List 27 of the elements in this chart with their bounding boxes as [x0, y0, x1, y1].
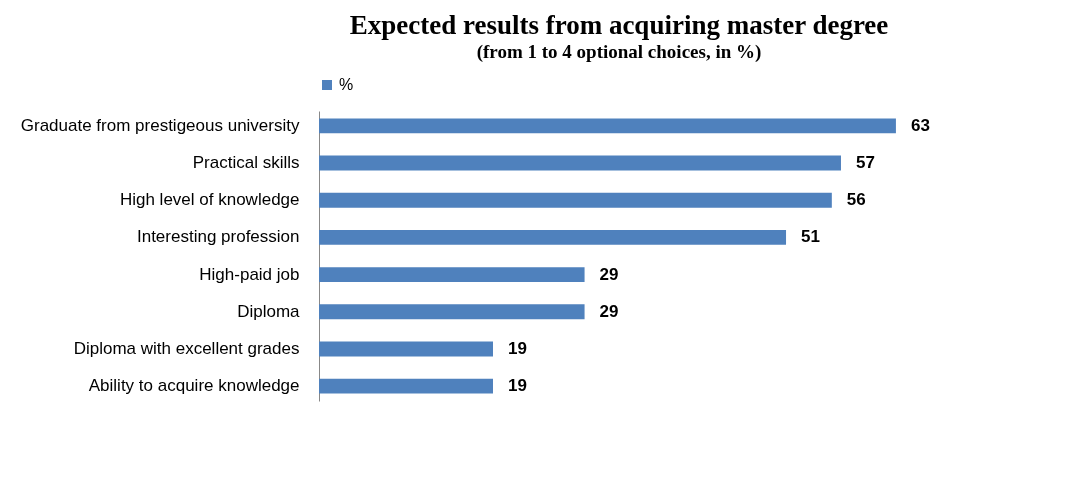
bar	[319, 155, 841, 171]
data-label: 63	[910, 115, 930, 135]
legend-label: %	[339, 76, 354, 93]
y-tick-label: High level of knowledge	[119, 190, 300, 210]
data-label: 19	[507, 376, 527, 396]
y-tick-label: Diploma	[237, 301, 301, 321]
bar	[319, 341, 493, 357]
bar	[319, 378, 493, 394]
bar	[319, 304, 585, 320]
data-label: 56	[846, 190, 866, 210]
bar	[319, 229, 787, 245]
data-label: 51	[801, 227, 820, 247]
data-label: 29	[599, 264, 619, 284]
bar	[319, 118, 896, 134]
chart-title: Expected results from acquiring master degree	[349, 10, 889, 40]
y-tick-label: Ability to acquire knowledge	[88, 376, 300, 396]
data-label: 29	[599, 301, 619, 321]
y-tick-label: Diploma with excellent grades	[73, 338, 300, 358]
y-tick-label: Interesting profession	[136, 227, 300, 247]
y-tick-label: High-paid job	[199, 264, 300, 284]
y-tick-label: Practical skills	[192, 153, 300, 173]
y-tick-label: Graduate from prestigeous university	[20, 115, 300, 135]
chart-subtitle: (from 1 to 4 optional choices, in %)	[476, 41, 762, 63]
bar	[319, 267, 585, 283]
data-label: 57	[855, 153, 875, 173]
data-label: 19	[507, 338, 527, 358]
bar	[319, 192, 832, 208]
